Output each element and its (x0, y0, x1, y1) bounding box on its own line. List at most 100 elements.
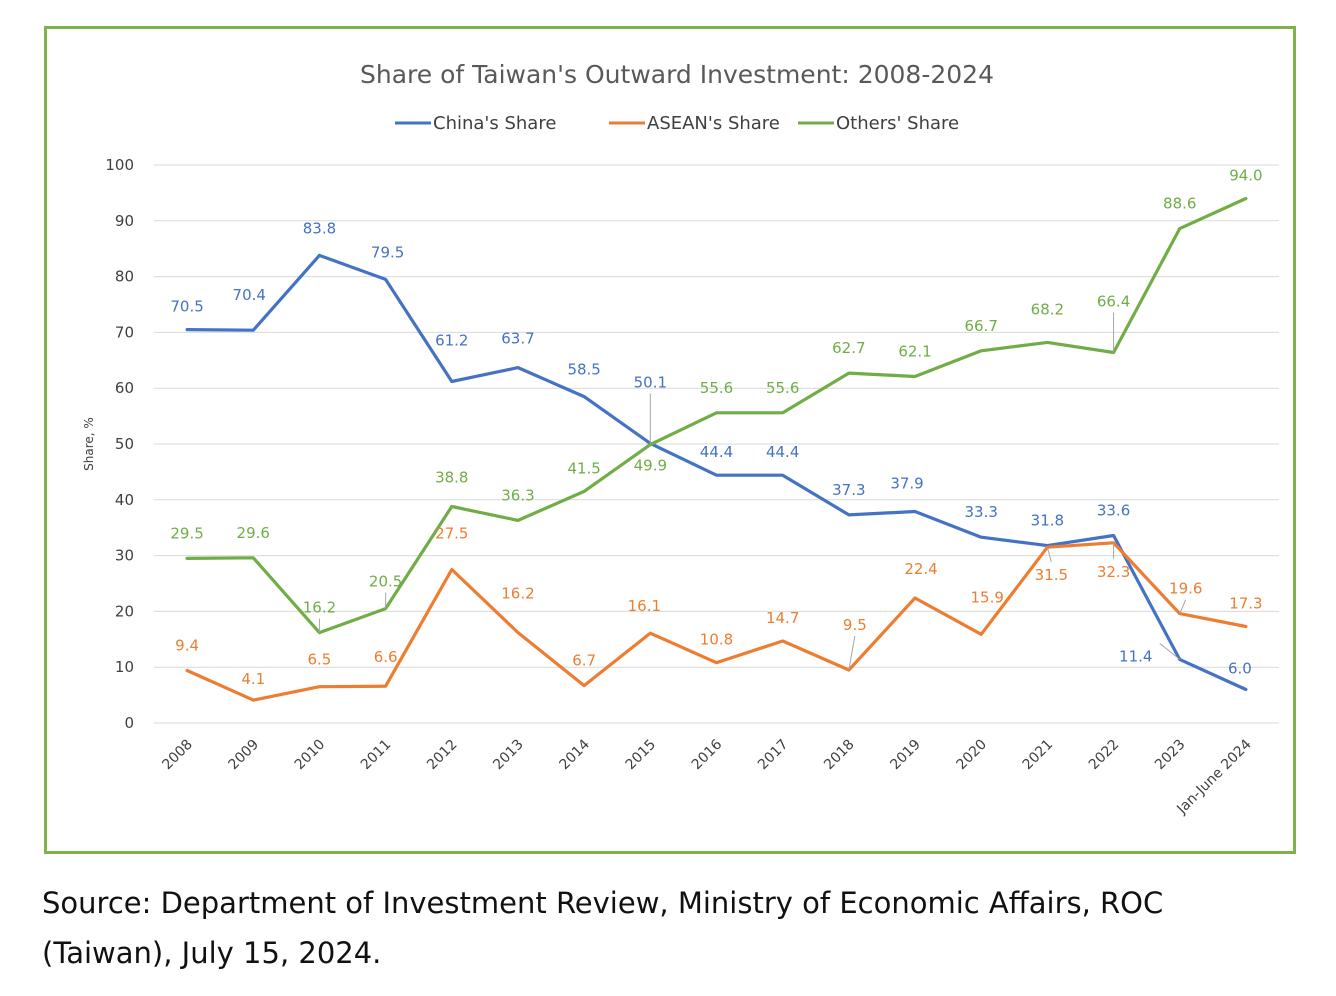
x-tick-label: 2020 (954, 737, 991, 774)
data-label: 70.5 (170, 298, 203, 316)
legend-entry: China's Share (433, 113, 556, 134)
data-label: 62.7 (832, 339, 865, 357)
data-label: 31.8 (1031, 512, 1064, 530)
gridlines (154, 164, 1279, 724)
data-label: 6.7 (572, 652, 596, 670)
data-label: 17.3 (1229, 594, 1262, 612)
data-label: 31.5 (1035, 566, 1068, 584)
legend-entry: Others' Share (836, 113, 959, 134)
chart-frame: Share of Taiwan's Outward Investment: 20… (44, 26, 1296, 854)
chart-title: Share of Taiwan's Outward Investment: 20… (360, 60, 994, 89)
data-label: 4.1 (241, 670, 265, 688)
data-label: 50.1 (634, 373, 667, 391)
data-label: 66.7 (965, 317, 998, 335)
data-label: 41.5 (567, 459, 600, 477)
data-label: 9.5 (843, 616, 867, 634)
series-line (185, 541, 1248, 702)
data-label: 49.9 (634, 457, 667, 475)
data-label: 61.2 (435, 332, 468, 350)
data-label: 33.3 (965, 503, 998, 521)
y-tick-label: 80 (115, 268, 134, 286)
series-line (185, 253, 1248, 692)
x-tick-label: 2018 (821, 737, 858, 774)
data-label: 88.6 (1163, 195, 1196, 213)
x-tick-label: 2010 (292, 737, 329, 774)
y-axis-label: Share, % (82, 417, 96, 471)
data-label: 37.9 (890, 475, 923, 493)
source-line-1: Source: Department of Investment Review,… (42, 886, 1164, 920)
data-label: 15.9 (971, 588, 1004, 606)
data-label: 10.8 (700, 631, 733, 649)
y-tick-label: 100 (105, 156, 134, 174)
data-label: 83.8 (303, 219, 336, 237)
data-label: 6.5 (308, 651, 332, 669)
line-chart: Share of Taiwan's Outward Investment: 20… (82, 60, 1279, 818)
x-tick-label: 2022 (1086, 737, 1123, 774)
series-line (185, 196, 1248, 635)
data-label: 14.7 (766, 609, 799, 627)
label-leader (1046, 547, 1052, 563)
data-label: 11.4 (1119, 647, 1152, 665)
data-label: 62.1 (898, 342, 931, 360)
data-label: 44.4 (700, 443, 733, 461)
y-tick-label: 0 (124, 714, 134, 732)
y-tick-label: 10 (115, 658, 134, 676)
x-tick-label: 2014 (556, 736, 593, 773)
label-leader (1179, 599, 1187, 614)
x-tick-label: 2011 (358, 737, 395, 774)
data-label: 20.5 (369, 573, 402, 591)
data-label: 33.6 (1097, 502, 1130, 520)
data-label: 44.4 (766, 443, 799, 461)
data-label: 6.6 (374, 648, 398, 666)
x-tick-label: 2012 (424, 737, 461, 774)
y-axis-ticks: 0 10 20 30 40 50 60 70 80 90 100 (105, 156, 134, 732)
x-tick-label: 2008 (159, 737, 196, 774)
data-label: 37.3 (832, 481, 865, 499)
data-label: 9.4 (175, 637, 199, 655)
y-tick-label: 20 (115, 602, 134, 620)
x-axis-ticks: 2008 2009 2010 2011 2012 2013 2014 2015 2016 2017… (159, 736, 1254, 817)
legend: China's Share ASEAN's Share Others' Share (395, 113, 959, 134)
x-tick-label: 2023 (1152, 737, 1189, 774)
source-note: Source: Department of Investment Review,… (42, 878, 1242, 978)
data-label: 29.5 (170, 524, 203, 542)
x-tick-label: 2021 (1020, 737, 1057, 774)
y-tick-label: 60 (115, 379, 134, 397)
label-leader (848, 635, 856, 671)
y-tick-label: 50 (115, 435, 134, 453)
source-line-2: (Taiwan), July 15, 2024. (42, 936, 382, 970)
data-label: 94.0 (1229, 166, 1262, 184)
data-label: 70.4 (233, 286, 266, 304)
data-label: 6.0 (1228, 660, 1252, 678)
data-label: 68.2 (1031, 300, 1064, 318)
legend-entry: ASEAN's Share (647, 113, 780, 134)
data-label: 58.5 (567, 361, 600, 379)
data-label: 16.1 (628, 597, 661, 615)
data-label: 55.6 (766, 379, 799, 397)
y-tick-label: 40 (115, 491, 134, 509)
y-tick-label: 70 (115, 323, 134, 341)
data-label: 66.4 (1097, 292, 1130, 310)
data-label: 27.5 (435, 525, 468, 543)
data-labels: 70.5 70.4 83.8 79.5 61.2 63.7 58.5 50.1 44.4 44.4… (170, 166, 1262, 688)
data-label: 16.2 (303, 599, 336, 617)
x-tick-label: 2019 (887, 737, 924, 774)
data-label: 63.7 (501, 330, 534, 348)
x-tick-label: 2013 (490, 737, 527, 774)
y-tick-label: 30 (115, 547, 134, 565)
x-tick-label: 2015 (623, 737, 660, 774)
label-leader (1159, 642, 1181, 660)
data-label: 32.3 (1097, 563, 1130, 581)
x-tick-label: 2016 (689, 736, 726, 773)
data-label: 22.4 (904, 560, 937, 578)
x-tick-label: 2017 (755, 737, 792, 774)
data-label: 36.3 (501, 486, 534, 504)
y-tick-label: 90 (115, 212, 134, 230)
series-layer (185, 196, 1248, 702)
x-tick-label: 2009 (226, 737, 263, 774)
data-label: 16.2 (501, 585, 534, 603)
data-label: 38.8 (435, 468, 468, 486)
data-label: 29.6 (237, 524, 270, 542)
data-label: 19.6 (1169, 580, 1202, 598)
data-label: 79.5 (371, 243, 404, 261)
